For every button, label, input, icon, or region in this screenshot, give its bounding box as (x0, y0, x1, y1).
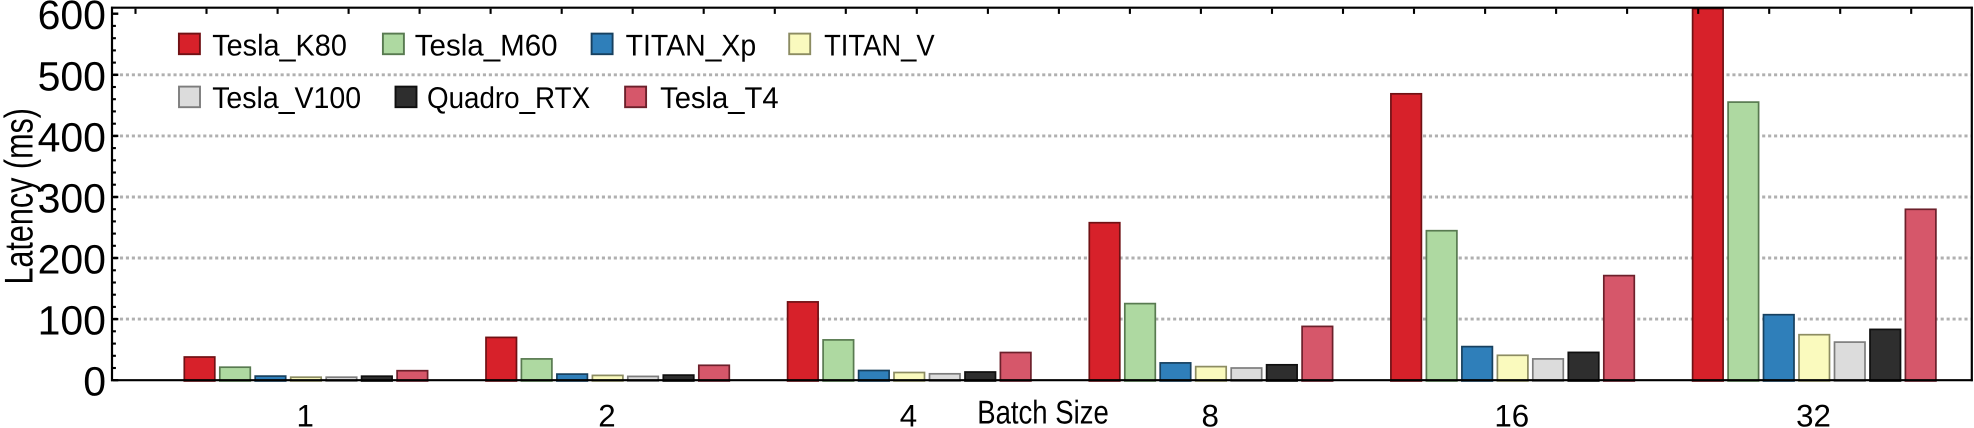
svg-text:200: 200 (38, 237, 106, 283)
svg-text:Latency (ms): Latency (ms) (0, 108, 42, 284)
svg-text:500: 500 (38, 53, 106, 99)
svg-text:32: 32 (1796, 398, 1831, 428)
svg-text:300: 300 (38, 176, 106, 222)
svg-text:600: 600 (38, 0, 106, 38)
svg-text:Tesla_K80: Tesla_K80 (212, 29, 347, 62)
svg-text:TITAN_Xp: TITAN_Xp (626, 29, 757, 62)
svg-text:Tesla_M60: Tesla_M60 (415, 29, 558, 62)
svg-text:2: 2 (598, 398, 615, 428)
svg-text:4: 4 (900, 398, 917, 428)
svg-text:TITAN_V: TITAN_V (824, 29, 935, 62)
svg-text:100: 100 (38, 298, 106, 344)
svg-text:Batch Size: Batch Size (977, 394, 1109, 428)
svg-text:0: 0 (83, 359, 106, 405)
svg-text:1: 1 (296, 398, 313, 428)
svg-text:16: 16 (1494, 398, 1529, 428)
svg-text:Tesla_V100: Tesla_V100 (212, 82, 361, 115)
svg-text:400: 400 (38, 114, 106, 160)
svg-text:Quadro_RTX: Quadro_RTX (427, 82, 590, 115)
svg-text:8: 8 (1201, 398, 1218, 428)
svg-text:Tesla_T4: Tesla_T4 (660, 82, 779, 115)
